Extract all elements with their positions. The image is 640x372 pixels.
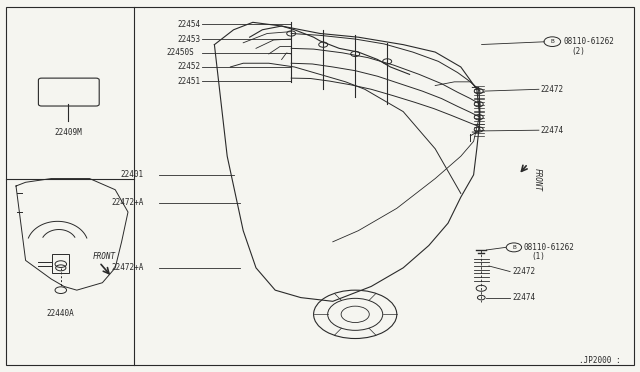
Text: 22450S: 22450S [167, 48, 195, 57]
Text: 22454: 22454 [178, 20, 201, 29]
Text: B: B [512, 245, 516, 250]
Text: FRONT: FRONT [93, 252, 116, 261]
Text: B: B [550, 39, 554, 44]
Text: 08110-61262: 08110-61262 [524, 243, 574, 252]
Text: 22474: 22474 [541, 126, 564, 135]
Text: 08110-61262: 08110-61262 [563, 37, 614, 46]
Text: 22472+A: 22472+A [111, 198, 143, 207]
Text: 22409M: 22409M [54, 128, 83, 137]
Text: 22401: 22401 [120, 170, 143, 179]
Text: 22472: 22472 [512, 267, 535, 276]
Text: 22453: 22453 [178, 35, 201, 44]
Text: 22440A: 22440A [47, 309, 75, 318]
Text: 22472: 22472 [541, 85, 564, 94]
Text: 22452: 22452 [178, 62, 201, 71]
Text: 22474: 22474 [512, 293, 535, 302]
Text: FRONT: FRONT [533, 168, 542, 191]
Text: 22472+A: 22472+A [111, 263, 143, 272]
Bar [52, 254, 69, 273]
Text: 22451: 22451 [178, 77, 201, 86]
Text: (1): (1) [531, 252, 545, 261]
Text: .JP2000 :: .JP2000 : [579, 356, 621, 365]
Text: (2): (2) [571, 47, 585, 56]
